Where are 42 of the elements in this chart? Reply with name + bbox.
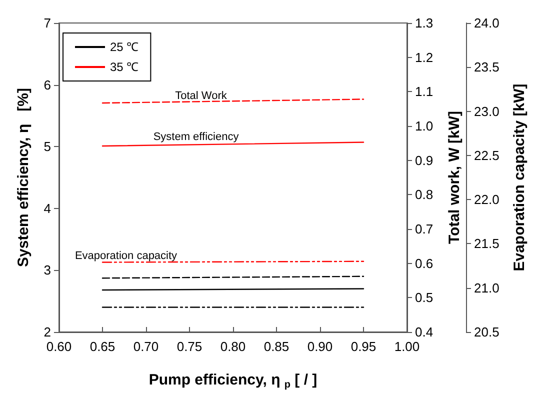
y2-tick-label: 1.3 <box>415 16 434 30</box>
y3-tick-label: 21.0 <box>474 280 500 296</box>
y2-axis-title: Total work, W [kW] <box>446 110 463 244</box>
x-tick-label: 1.00 <box>394 339 420 354</box>
annotation: System efficiency <box>153 131 240 143</box>
x-tick-label: 0.90 <box>307 339 333 354</box>
annotation: Evaporation capacity <box>74 250 178 262</box>
legend-label: 25 ℃ <box>110 40 139 54</box>
annotation: Total Work <box>175 90 228 102</box>
y-axis-title: System efficiency, η [%] <box>15 88 32 267</box>
y3-axis-title: Evaporation capacity [kW] <box>511 84 528 272</box>
y-tick-label: 7 <box>44 16 51 30</box>
y3-tick-label: 20.5 <box>474 324 500 340</box>
y-tick-label: 2 <box>44 324 51 340</box>
x-tick-label: 0.70 <box>133 339 159 354</box>
y2-tick-label: 1.2 <box>415 50 434 65</box>
y2-tick-label: 1.0 <box>415 118 434 134</box>
y3-tick-label: 24.0 <box>474 16 500 30</box>
x-tick-label: 0.60 <box>46 339 72 354</box>
y3-tick-label: 21.5 <box>474 236 500 252</box>
y3-tick-label: 22.5 <box>474 148 500 163</box>
x-tick-label: 0.65 <box>90 339 116 354</box>
y2-tick-label: 0.9 <box>415 152 434 168</box>
x-tick-label: 0.95 <box>350 339 376 354</box>
x-tick-label: 0.85 <box>264 339 290 354</box>
x-tick-label: 0.80 <box>220 339 246 354</box>
y2-tick-label: 0.4 <box>415 324 434 340</box>
y2-tick-label: 0.6 <box>415 256 434 271</box>
x-tick-label: 0.75 <box>176 339 202 354</box>
y2-tick-label: 0.5 <box>415 290 434 306</box>
y-tick-label: 3 <box>44 262 51 278</box>
y-tick-label: 6 <box>44 77 51 92</box>
y-tick-label: 4 <box>44 200 51 216</box>
y3-tick-label: 22.0 <box>474 192 500 208</box>
legend-label: 35 ℃ <box>110 60 139 74</box>
x-axis-title: Pump efficiency, η p [ / ] <box>148 372 318 390</box>
y2-tick-label: 0.7 <box>415 222 434 236</box>
y3-tick-label: 23.5 <box>474 60 500 75</box>
y2-tick-label: 1.1 <box>415 84 434 100</box>
y-tick-label: 5 <box>44 139 51 154</box>
y2-tick-label: 0.8 <box>415 187 434 202</box>
y3-tick-label: 23.0 <box>474 104 500 119</box>
